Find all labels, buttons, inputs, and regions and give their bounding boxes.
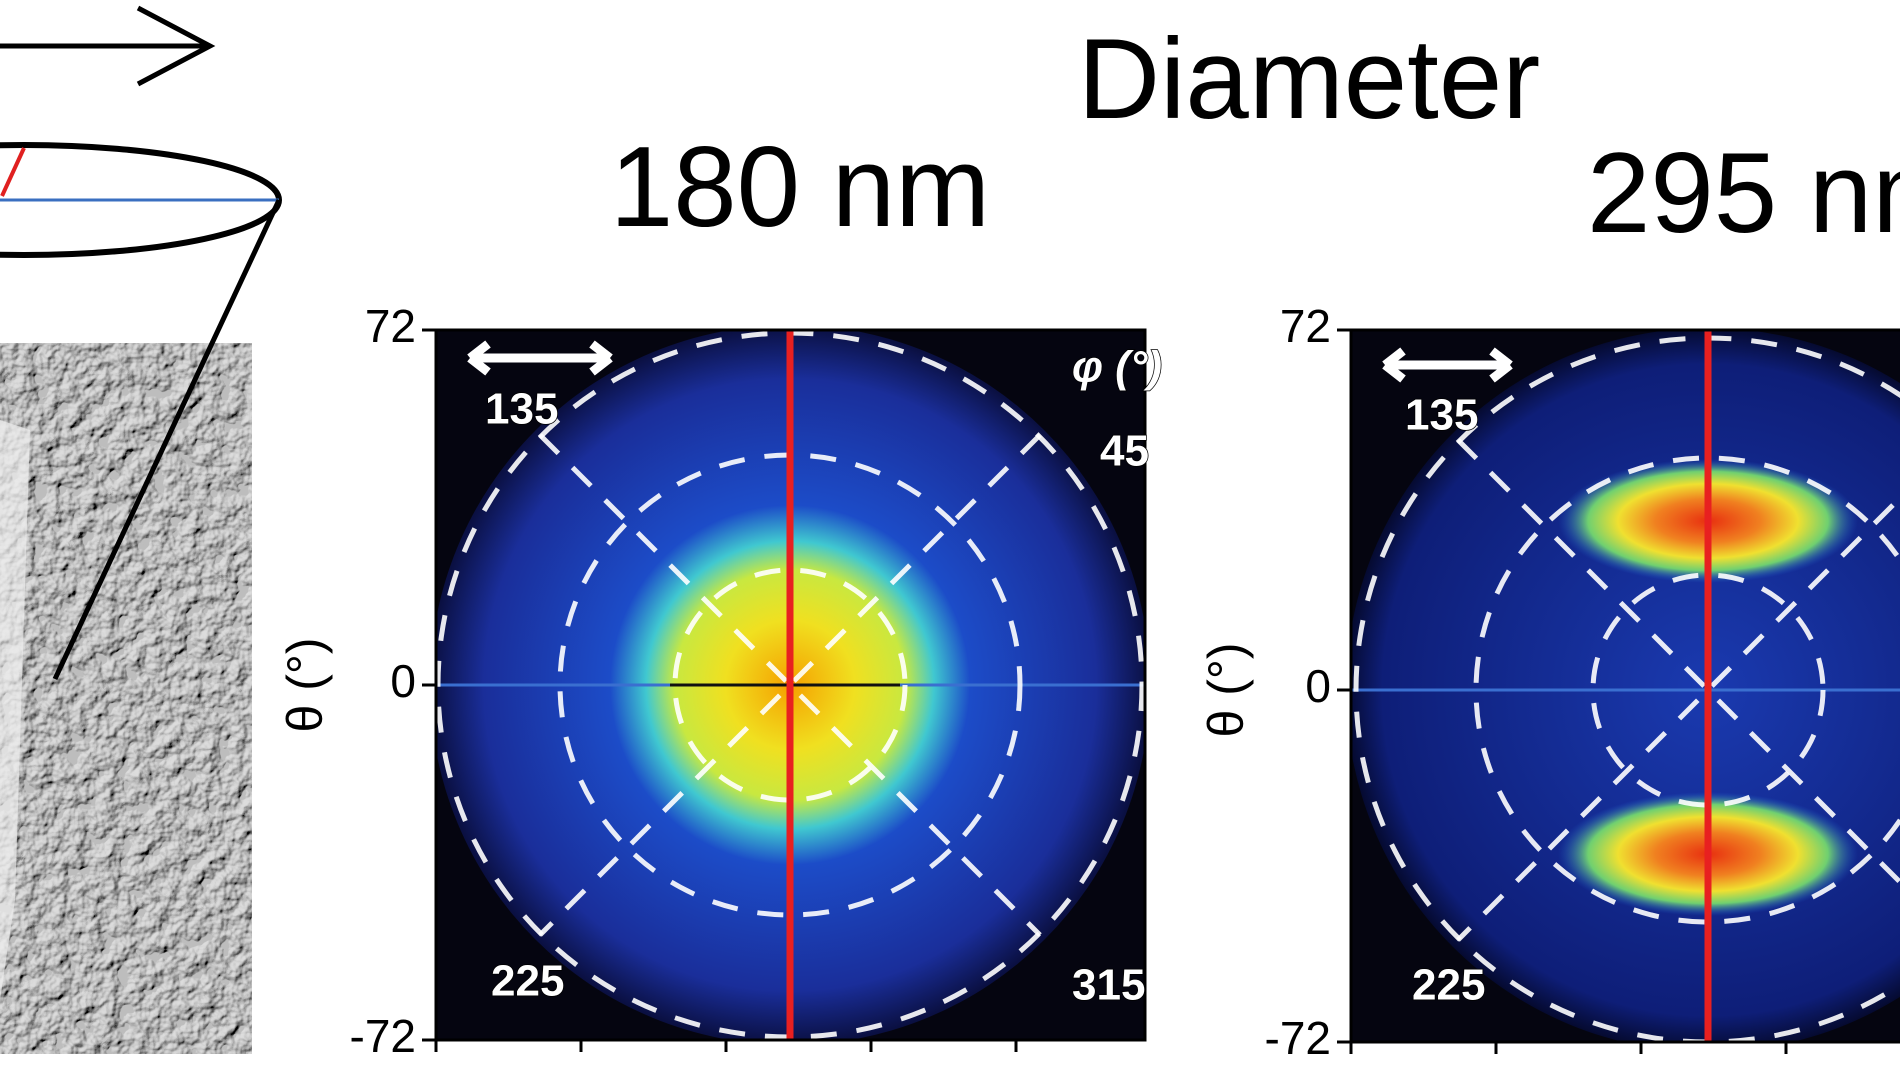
figure-title: Diameter (1078, 16, 1540, 143)
y-tick-label: -72 (1265, 1012, 1331, 1064)
panel-label: 180 nm (610, 124, 990, 251)
schematic (0, 5, 282, 1054)
corner-label: 225 (491, 957, 564, 1006)
panel-295 (1349, 328, 1900, 1044)
corner-label: 135 (1405, 391, 1478, 440)
y-tick-label: 72 (1280, 300, 1331, 352)
y-axis-label: θ (°) (277, 638, 333, 733)
phi-label: φ (°) (1072, 343, 1162, 392)
corner-label: 135 (485, 385, 558, 434)
y-tick-label: 0 (390, 655, 416, 707)
y-tick-label: -72 (350, 1010, 416, 1062)
y-tick-label: 72 (365, 300, 416, 352)
panel-180 (434, 328, 1147, 1042)
corner-label: 45 (1100, 427, 1149, 476)
y-tick-label: 0 (1305, 660, 1331, 712)
y-axis-label: θ (°) (1198, 643, 1254, 738)
panel-label: 295 nm (1587, 130, 1900, 257)
corner-label: 225 (1412, 961, 1485, 1010)
corner-label: 315 (1072, 961, 1145, 1010)
